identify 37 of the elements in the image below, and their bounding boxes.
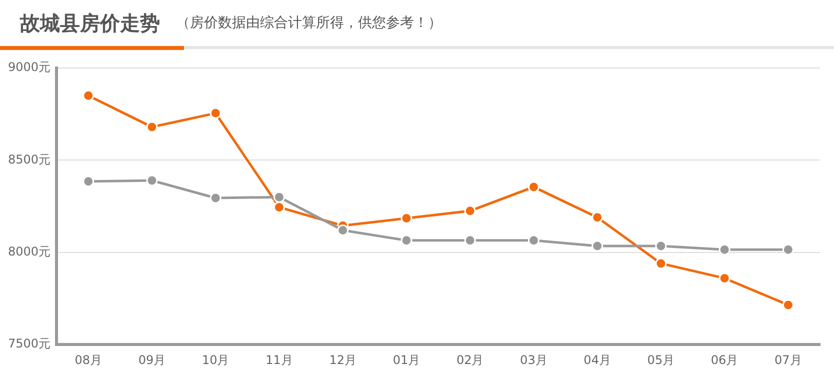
chart-subtitle: （房价数据由综合计算所得，供您参考！） (176, 14, 442, 32)
point (782, 244, 794, 256)
point (592, 212, 604, 224)
point (782, 299, 794, 311)
y-tick-label: 7500元 (8, 336, 51, 351)
x-tick-label: 01月 (392, 352, 420, 367)
chart-title: 故城县房价走势 (20, 10, 160, 36)
point (82, 90, 94, 102)
x-tick-label: 09月 (138, 352, 166, 367)
point (528, 234, 540, 246)
x-tick-label: 07月 (774, 352, 802, 367)
point (210, 107, 222, 119)
point (464, 205, 476, 217)
point (210, 192, 222, 204)
point (464, 234, 476, 246)
x-tick-label: 10月 (202, 352, 230, 367)
x-tick-label: 06月 (710, 352, 738, 367)
point (82, 176, 94, 188)
point (655, 240, 667, 252)
point (655, 258, 667, 270)
point (146, 121, 158, 133)
point (528, 181, 540, 193)
x-tick-label: 03月 (520, 352, 548, 367)
x-tick-label: 12月 (329, 352, 356, 367)
x-tick-label: 08月 (74, 352, 102, 367)
point (592, 240, 604, 252)
point (146, 174, 158, 186)
point (273, 191, 285, 203)
x-tick-label: 02月 (456, 352, 484, 367)
x-tick-label: 05月 (647, 352, 675, 367)
y-tick-label: 9000元 (8, 60, 51, 74)
x-tick-label: 04月 (584, 352, 611, 367)
y-tick-label: 8500元 (8, 152, 51, 166)
point (400, 234, 412, 246)
point (718, 244, 730, 256)
y-tick-label: 8000元 (8, 244, 51, 259)
x-tick-label: 11月 (266, 352, 293, 367)
